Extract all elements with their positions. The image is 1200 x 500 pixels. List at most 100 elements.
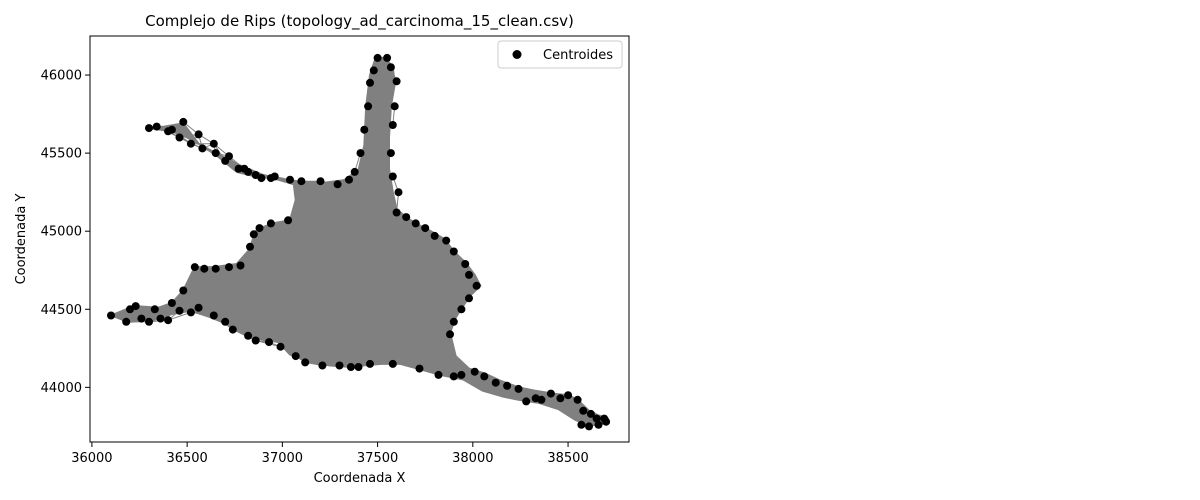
y-tick-label: 44000 [41,381,82,396]
centroid-point [446,330,454,339]
centroid-point [249,230,258,239]
y-tick-label: 45500 [41,147,82,162]
centroid-point [356,149,365,158]
centroid-point [266,219,275,228]
x-tick-label: 38000 [452,451,493,466]
centroid-point [345,175,353,184]
centroid-point [480,372,489,381]
centroid-point [194,130,203,139]
centroid-point [335,361,344,370]
centroid-point [470,367,479,376]
centroid-point [394,188,403,197]
centroid-point [366,78,374,87]
centroid-point [225,152,233,161]
centroid-points [107,53,611,431]
centroid-point [107,311,115,320]
centroid-point [198,144,207,153]
centroid-point [190,263,199,272]
centroid-point [284,216,293,225]
centroid-point [373,53,382,62]
centroid-point [503,381,512,390]
centroid-point [145,124,153,133]
centroid-point [585,422,593,431]
centroid-point [579,406,588,415]
centroid-point [255,224,264,233]
centroid-point [164,316,173,325]
centroid-point [577,420,586,429]
centroid-point [594,420,603,429]
centroid-point [186,308,195,317]
centroid-point [122,317,131,326]
y-tick-label: 44500 [41,303,82,318]
centroid-point [244,331,253,340]
centroid-point [209,311,218,320]
centroid-point [354,363,363,371]
centroid-point [449,372,458,381]
centroid-point [150,305,159,314]
centroid-point [186,139,195,148]
centroid-point [209,139,218,148]
centroid-point [442,236,451,245]
centroid-point [364,102,373,111]
centroid-point [266,174,275,183]
centroid-point [602,417,611,426]
centroid-point [586,409,595,418]
centroid-point [167,299,176,307]
x-tick-label: 37500 [357,451,398,466]
centroid-point [152,122,161,131]
centroid-point [537,395,546,404]
centroid-point [472,281,481,290]
centroid-point [386,149,395,158]
centroid-point [411,219,420,228]
centroid-point [546,389,555,398]
centroid-point [175,133,184,142]
centroid-point [449,317,458,326]
rips-edge [373,69,397,82]
centroid-point [316,177,325,186]
centroid-point [265,338,273,347]
centroid-point [388,121,397,129]
centroid-point [388,172,397,181]
centroid-point [434,370,443,379]
centroid-point [225,263,233,272]
centroid-point [156,314,165,323]
centroid-point [145,317,153,326]
legend: Centroides [497,40,623,69]
x-axis-ticks: 36000 36500 37000 37500 38000 38500 [71,442,589,466]
centroid-point [194,303,203,312]
centroid-point [514,384,523,393]
centroid-point [179,117,188,126]
centroid-point [333,180,342,189]
centroid-point [251,171,260,179]
centroid-point [246,242,254,251]
centroid-point [457,305,466,314]
rips-edge [581,421,607,426]
centroid-point [522,397,531,406]
centroid-point [221,317,230,326]
centroid-point [592,414,601,423]
legend-label: Centroides [543,48,613,63]
centroid-point [564,391,573,400]
centroid-point [491,378,500,387]
legend-marker [512,50,522,59]
chart-title: Complejo de Rips (topology_ad_carcinoma_… [145,12,574,31]
centroid-point [449,247,458,256]
centroid-point [291,352,300,361]
centroid-point [392,208,401,217]
y-tick-label: 45000 [41,225,82,240]
centroid-point [211,264,220,273]
centroid-point [383,53,392,62]
centroid-point [366,359,374,368]
centroid-point [234,164,243,173]
centroid-point [251,336,260,345]
x-tick-label: 36500 [166,451,207,466]
centroid-point [392,77,401,86]
centroid-point [386,63,395,72]
centroid-point [228,325,237,334]
centroid-point [573,395,582,404]
centroid-point [236,261,245,270]
rips-edge [167,311,192,321]
legend-box [497,40,623,69]
centroid-point [297,177,306,186]
